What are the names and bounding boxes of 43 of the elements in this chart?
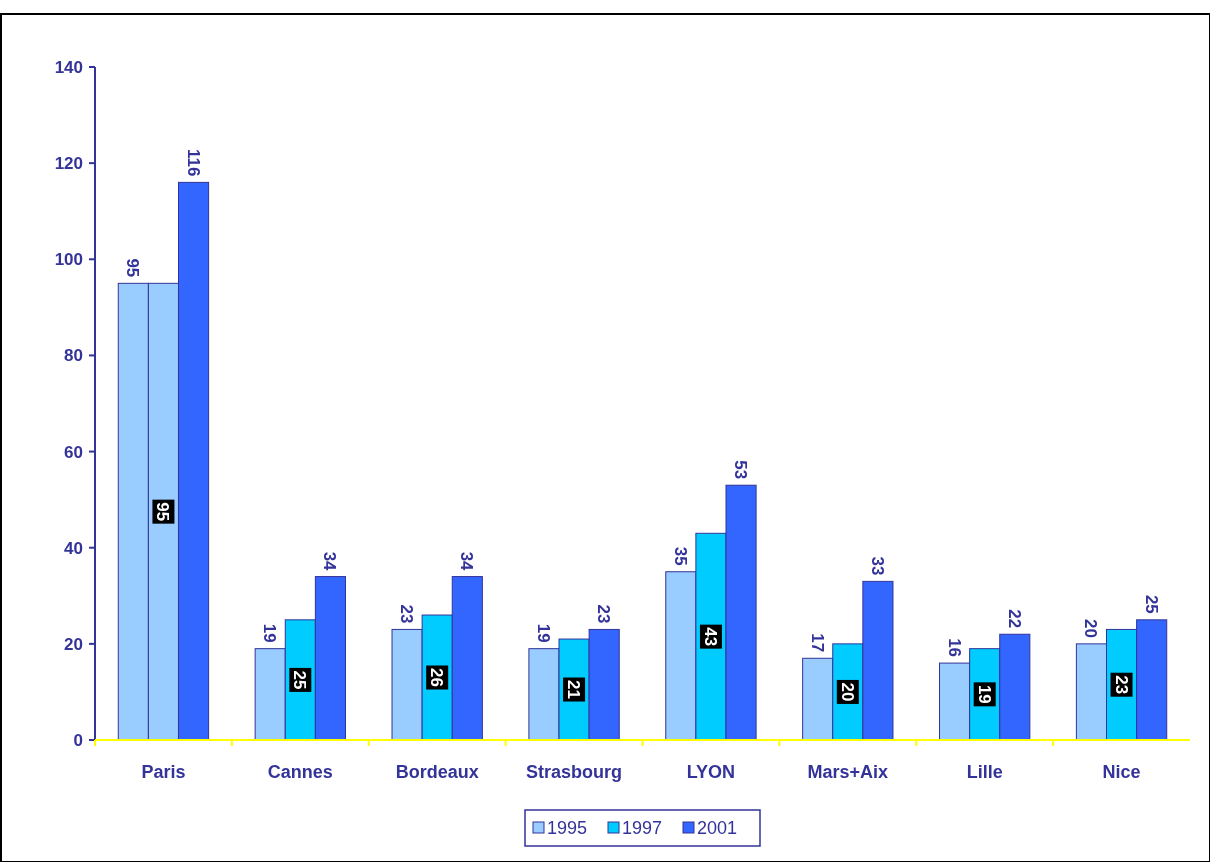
x-tick-label: Paris: [141, 762, 186, 782]
y-tick-label: 60: [64, 442, 83, 462]
data-label: 20: [837, 682, 857, 702]
data-label: 25: [1141, 594, 1161, 614]
data-label: 23: [1111, 675, 1131, 695]
data-label: 25: [290, 670, 310, 690]
x-tick-label: Strasbourg: [526, 762, 623, 782]
x-tick-label: Nice: [1102, 762, 1141, 782]
x-tick-label: Bordeaux: [395, 762, 479, 782]
y-tick-label: 120: [54, 154, 83, 174]
data-label: 20: [1081, 618, 1101, 638]
data-label: 95: [123, 258, 143, 278]
data-label: 23: [397, 604, 417, 624]
y-tick-label: 140: [54, 57, 83, 77]
x-tick-label: LYON: [686, 762, 736, 782]
y-tick-label: 20: [64, 634, 83, 654]
legend-label: 1995: [547, 818, 588, 839]
data-label: 34: [457, 551, 477, 572]
y-tick-label: 0: [73, 730, 83, 750]
data-label: 95: [153, 502, 173, 522]
legend-label: 2001: [697, 818, 738, 839]
data-label: 17: [807, 633, 827, 653]
data-label: 33: [867, 556, 887, 576]
data-label: 43: [700, 627, 720, 647]
y-tick-label: 80: [64, 346, 83, 366]
data-label: 116: [183, 148, 203, 177]
legend-label: 1997: [622, 818, 663, 839]
data-label: 19: [534, 623, 553, 643]
data-label: 34: [320, 551, 340, 572]
data-label: 35: [670, 546, 690, 566]
data-label: 22: [1004, 609, 1024, 629]
data-label: 21: [564, 680, 584, 699]
y-tick-label: 100: [54, 250, 83, 270]
x-tick-label: Mars+Aix: [807, 762, 889, 782]
data-label: 19: [974, 684, 994, 704]
x-tick-label: Cannes: [267, 762, 333, 782]
data-label: 53: [731, 460, 751, 480]
data-label: 16: [944, 638, 964, 658]
data-label: 19: [260, 623, 280, 643]
data-label: 26: [427, 668, 447, 687]
data-label: 23: [594, 604, 614, 624]
y-tick-label: 40: [64, 538, 83, 558]
x-tick-label: Lille: [966, 762, 1003, 782]
